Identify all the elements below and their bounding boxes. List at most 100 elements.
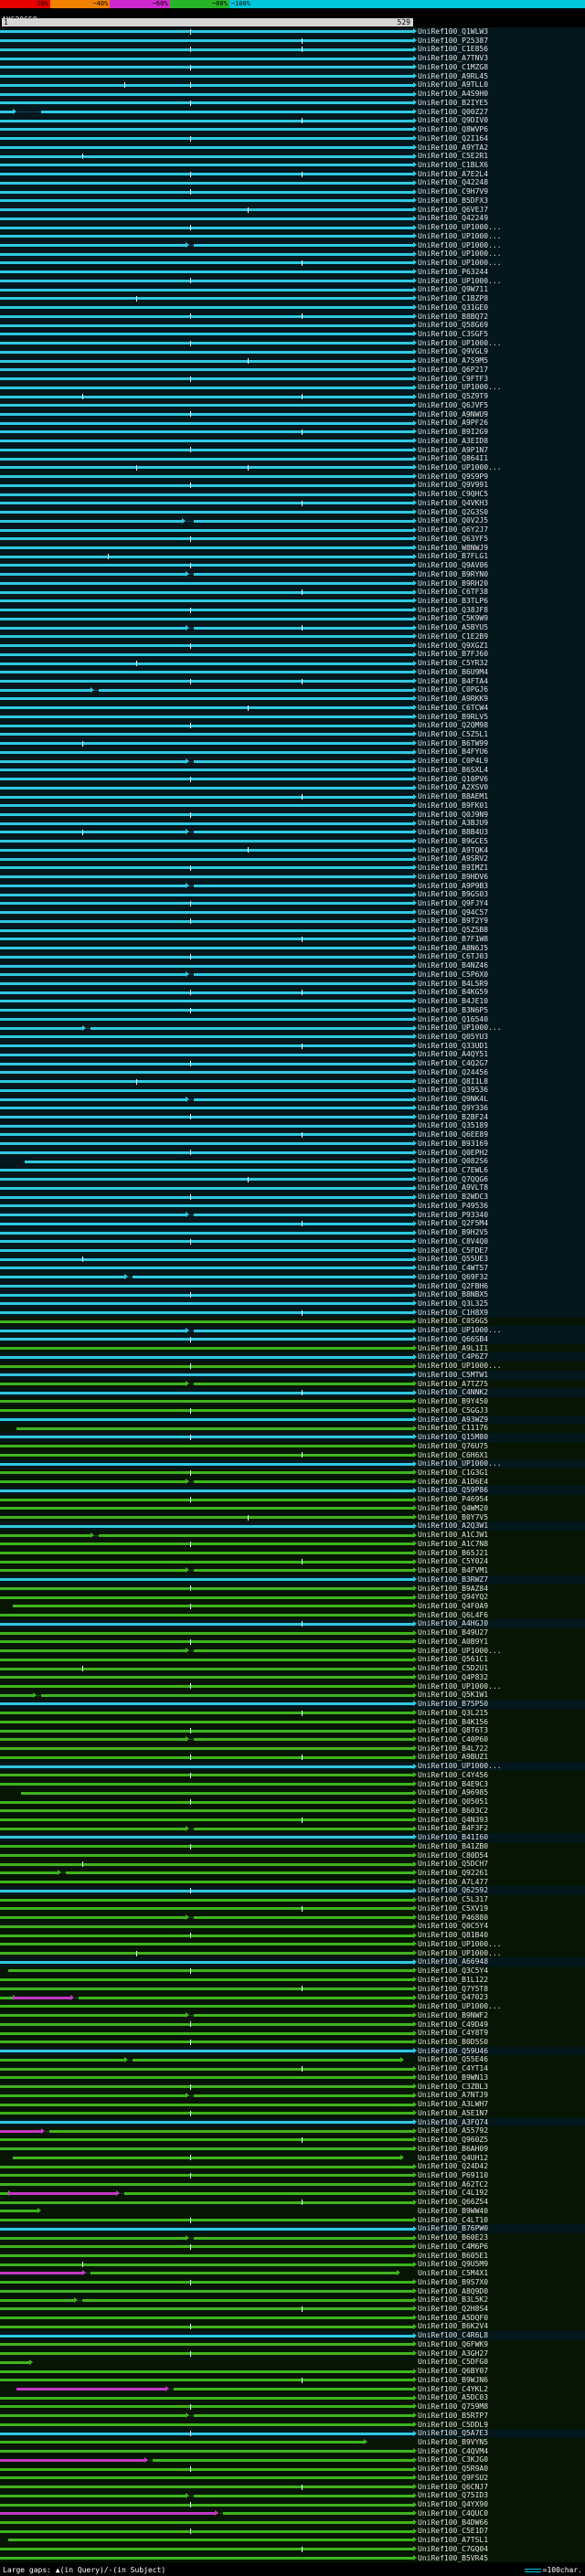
- hsp-segment[interactable]: [0, 2219, 413, 2222]
- alignment-row[interactable]: UniRef100_Q47023: [0, 1993, 585, 2003]
- alignment-track[interactable]: [0, 1228, 417, 1237]
- alignment-row[interactable]: UniRef100_C5Y024: [0, 1557, 585, 1567]
- alignment-row[interactable]: UniRef100_C6H6X1: [0, 1450, 585, 1460]
- hsp-segment[interactable]: [0, 1765, 413, 1768]
- hsp-segment[interactable]: [0, 208, 413, 212]
- hsp-segment[interactable]: [194, 1649, 413, 1653]
- hsp-segment[interactable]: [0, 609, 413, 612]
- alignment-track[interactable]: [0, 516, 417, 525]
- hit-label[interactable]: UniRef100_Q8WVP6: [418, 125, 489, 134]
- alignment-track[interactable]: [0, 988, 417, 997]
- alignment-track[interactable]: [0, 1557, 417, 1566]
- alignment-row[interactable]: UniRef100_Q9AV06: [0, 561, 585, 570]
- hit-label[interactable]: UniRef100_C9H7V9: [418, 187, 489, 196]
- hit-label[interactable]: UniRef100_A1D6E4: [418, 1477, 489, 1486]
- alignment-row[interactable]: UniRef100_A0B9Y1: [0, 1637, 585, 1647]
- hit-label[interactable]: UniRef100_A9P9B3: [418, 881, 489, 890]
- hsp-segment[interactable]: [0, 2405, 413, 2409]
- hsp-segment[interactable]: [0, 1062, 413, 1065]
- hit-label[interactable]: UniRef100_Q0EPH2: [418, 1148, 489, 1157]
- alignment-track[interactable]: [0, 277, 417, 286]
- hsp-segment[interactable]: [0, 2272, 83, 2275]
- alignment-row[interactable]: UniRef100_B8NBX5: [0, 1290, 585, 1300]
- alignment-track[interactable]: [0, 2331, 417, 2340]
- alignment-track[interactable]: [0, 1042, 417, 1051]
- alignment-row[interactable]: UniRef100_C4Q2G7: [0, 1059, 585, 1068]
- hit-label[interactable]: UniRef100_Q59P86: [418, 1486, 489, 1495]
- hsp-segment[interactable]: [0, 412, 413, 416]
- hsp-segment[interactable]: [153, 2458, 413, 2462]
- alignment-track[interactable]: [0, 116, 417, 125]
- hit-label[interactable]: UniRef100_C5M4X1: [418, 2269, 489, 2278]
- hsp-segment[interactable]: [0, 1524, 413, 1528]
- alignment-row[interactable]: UniRef100_B6SXL4: [0, 765, 585, 775]
- alignment-track[interactable]: [0, 997, 417, 1006]
- alignment-row[interactable]: UniRef100_Q05YU3: [0, 1032, 585, 1042]
- alignment-row[interactable]: UniRef100_P63244: [0, 267, 585, 277]
- hit-label[interactable]: UniRef100_Q8I1L8: [418, 1076, 489, 1086]
- alignment-row[interactable]: UniRef100_B4FTA4: [0, 676, 585, 686]
- alignment-row[interactable]: UniRef100_A93WZ9: [0, 1415, 585, 1425]
- hsp-segment[interactable]: [0, 1516, 413, 1520]
- alignment-row[interactable]: UniRef100_A9PF26: [0, 419, 585, 429]
- alignment-row[interactable]: UniRef100_Q55E46: [0, 2055, 585, 2065]
- hsp-segment[interactable]: [0, 804, 413, 808]
- hit-label[interactable]: UniRef100_C5XV19: [418, 1903, 489, 1913]
- hit-label[interactable]: UniRef100_C0S6G5: [418, 1317, 489, 1326]
- hit-label[interactable]: UniRef100_A9SRV2: [418, 854, 489, 864]
- hsp-segment[interactable]: [0, 1507, 413, 1511]
- alignment-row[interactable]: UniRef100_Q1WLW3: [0, 27, 585, 37]
- alignment-row[interactable]: UniRef100_B9GS03: [0, 890, 585, 899]
- alignment-row[interactable]: UniRef100_UP1000...: [0, 1362, 585, 1371]
- hsp-segment[interactable]: [0, 1240, 413, 1244]
- hsp-segment[interactable]: [0, 1453, 413, 1457]
- hit-label[interactable]: UniRef100_Q4P832: [418, 1672, 489, 1681]
- hit-label[interactable]: UniRef100_B60E23: [418, 2233, 489, 2242]
- hsp-segment[interactable]: [0, 2129, 42, 2133]
- hsp-segment[interactable]: [194, 1480, 413, 1484]
- hit-label[interactable]: UniRef100_Q5A7E3: [418, 2429, 489, 2438]
- hsp-segment[interactable]: [0, 2556, 413, 2560]
- hsp-segment[interactable]: [0, 306, 413, 310]
- alignment-track[interactable]: [0, 1335, 417, 1344]
- alignment-track[interactable]: [0, 2126, 417, 2136]
- hit-label[interactable]: UniRef100_C4Y456: [418, 1770, 489, 1779]
- alignment-track[interactable]: [0, 134, 417, 143]
- alignment-track[interactable]: [0, 552, 417, 561]
- alignment-track[interactable]: [0, 1424, 417, 1433]
- alignment-track[interactable]: [0, 1059, 417, 1068]
- alignment-track[interactable]: [0, 899, 417, 908]
- hsp-segment[interactable]: [194, 519, 413, 523]
- hsp-segment[interactable]: [194, 2494, 413, 2497]
- alignment-row[interactable]: UniRef100_B2WDC3: [0, 1193, 585, 1202]
- alignment-track[interactable]: [0, 1904, 417, 1913]
- hsp-segment[interactable]: [0, 1302, 413, 1306]
- hsp-segment[interactable]: [0, 750, 413, 754]
- alignment-row[interactable]: UniRef100_C4Y8T9: [0, 2029, 585, 2038]
- alignment-row[interactable]: UniRef100_A3LWH7: [0, 2100, 585, 2109]
- hit-label[interactable]: UniRef100_Q5K1W1: [418, 1691, 489, 1700]
- hsp-segment[interactable]: [0, 848, 413, 852]
- alignment-row[interactable]: UniRef100_B4JE10: [0, 997, 585, 1006]
- alignment-row[interactable]: UniRef100_UP1000...: [0, 240, 585, 250]
- alignment-row[interactable]: UniRef100_Q9W711: [0, 285, 585, 295]
- alignment-row[interactable]: UniRef100_C3ZBL3: [0, 2082, 585, 2092]
- alignment-track[interactable]: [0, 944, 417, 953]
- alignment-row[interactable]: UniRef100_A8Q9D0: [0, 2286, 585, 2296]
- hsp-segment[interactable]: [0, 2458, 145, 2462]
- alignment-track[interactable]: [0, 401, 417, 410]
- hit-label[interactable]: UniRef100_Q55UE3: [418, 1255, 489, 1264]
- alignment-track[interactable]: [0, 561, 417, 570]
- alignment-track[interactable]: [0, 606, 417, 615]
- alignment-row[interactable]: UniRef100_Q4WM20: [0, 1503, 585, 1513]
- hit-label[interactable]: UniRef100_A9RL45: [418, 71, 489, 80]
- hsp-segment[interactable]: [0, 1178, 413, 1182]
- hsp-segment[interactable]: [0, 1614, 413, 1617]
- hit-label[interactable]: UniRef100_B603C2: [418, 1806, 489, 1815]
- hsp-segment[interactable]: [0, 111, 13, 113]
- hit-label[interactable]: UniRef100_Q4UH12: [418, 2153, 489, 2162]
- hit-label[interactable]: UniRef100_B75P50: [418, 1700, 489, 1709]
- hsp-segment[interactable]: [194, 884, 413, 887]
- alignment-row[interactable]: UniRef100_UP1000...: [0, 338, 585, 348]
- alignment-track[interactable]: [0, 2527, 417, 2536]
